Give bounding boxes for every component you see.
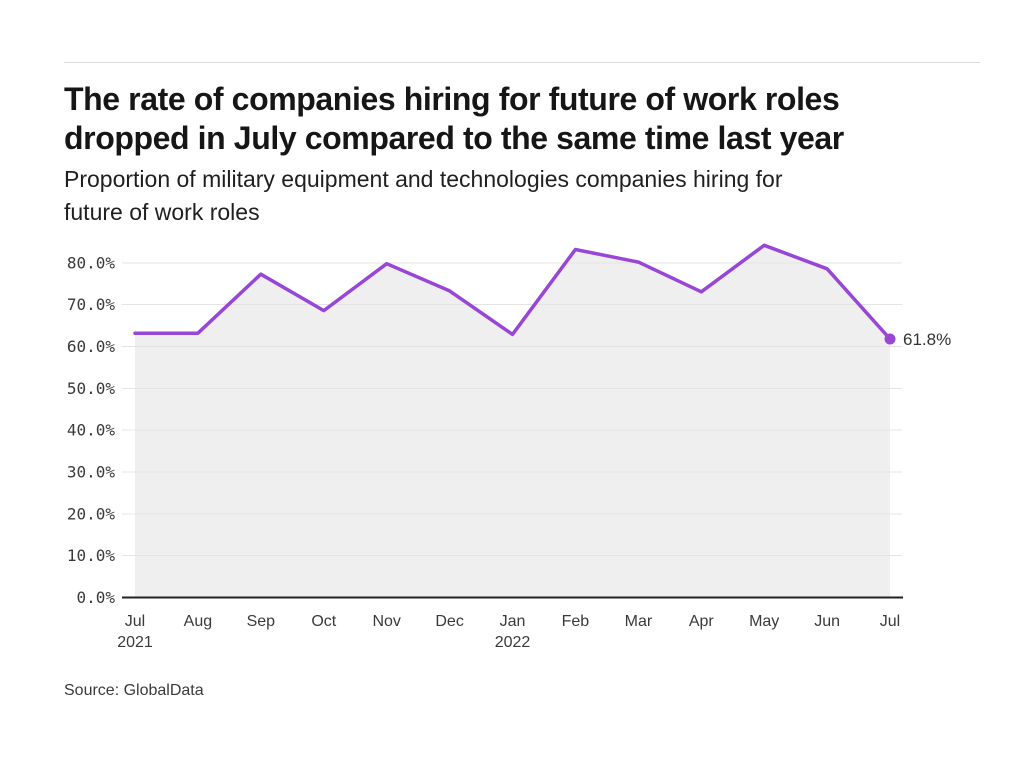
y-tick-label: 0.0% — [76, 588, 115, 607]
source-note: Source: GlobalData — [64, 682, 204, 699]
page-title-line-2: dropped in July compared to the same tim… — [64, 120, 844, 156]
chart-subtitle-line-2: future of work roles — [64, 199, 260, 225]
page-title-line-1: The rate of companies hiring for future … — [64, 81, 840, 117]
x-tick-label: Dec — [435, 613, 463, 630]
x-tick-label: Mar — [625, 613, 653, 630]
x-tick-label: Aug — [184, 613, 212, 630]
y-tick-label: 60.0% — [67, 337, 116, 356]
y-tick-label: 20.0% — [67, 504, 116, 523]
x-tick-label: Sep — [247, 613, 276, 630]
x-tick-label: May — [749, 613, 779, 630]
x-tick-label: Jun — [814, 613, 840, 630]
top-divider — [64, 62, 980, 63]
x-tick-label: Jul — [880, 613, 900, 630]
x-tick-label: Nov — [372, 613, 400, 630]
x-tick-label: Oct — [311, 613, 336, 630]
page-title: The rate of companies hiring for future … — [64, 80, 964, 158]
y-tick-label: 30.0% — [67, 463, 116, 482]
y-tick-label: 80.0% — [67, 253, 116, 272]
y-tick-label: 70.0% — [67, 295, 116, 314]
trend-line — [133, 243, 892, 341]
x-tick-year-label: 2021 — [117, 634, 153, 651]
x-tick-year-label: 2022 — [495, 634, 531, 651]
area-fill — [135, 245, 890, 598]
chart-subtitle-line-1: Proportion of military equipment and tec… — [64, 166, 783, 192]
x-tick-label: Jul — [125, 613, 145, 630]
chart-subtitle: Proportion of military equipment and tec… — [64, 163, 974, 229]
y-tick-label: 40.0% — [67, 421, 116, 440]
x-tick-label: Jan — [500, 613, 526, 630]
end-value-label: 61.8% — [903, 330, 951, 349]
y-tick-label: 50.0% — [67, 379, 116, 398]
x-tick-label: Apr — [689, 613, 715, 630]
end-point-marker — [884, 333, 896, 345]
y-tick-label: 10.0% — [67, 546, 116, 565]
x-tick-label: Feb — [562, 613, 590, 630]
